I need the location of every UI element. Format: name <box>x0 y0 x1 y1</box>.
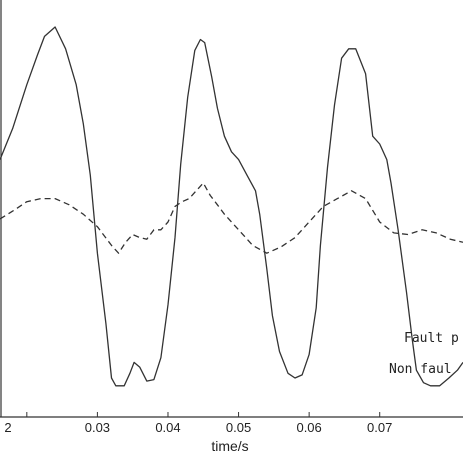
x-tick-label: 2 <box>4 420 11 435</box>
x-tick-label: 0.07 <box>367 420 392 435</box>
series-lines <box>0 26 463 387</box>
legend-entry-non-fault: Non faul <box>389 362 452 377</box>
x-tick-label: 0.03 <box>85 420 110 435</box>
x-axis: 2 0.03 0.04 0.05 0.06 0.07 <box>0 0 463 435</box>
x-axis-label: time/s <box>211 438 248 454</box>
x-tick-label: 0.04 <box>155 420 180 435</box>
legend-entry-fault: Fault p <box>404 331 459 346</box>
series-line-non-fault <box>0 182 463 254</box>
x-tick-label: 0.06 <box>296 420 321 435</box>
x-tick-label: 0.05 <box>226 420 251 435</box>
legend: Fault p Non faul <box>389 331 459 377</box>
series-line-fault <box>0 26 463 387</box>
